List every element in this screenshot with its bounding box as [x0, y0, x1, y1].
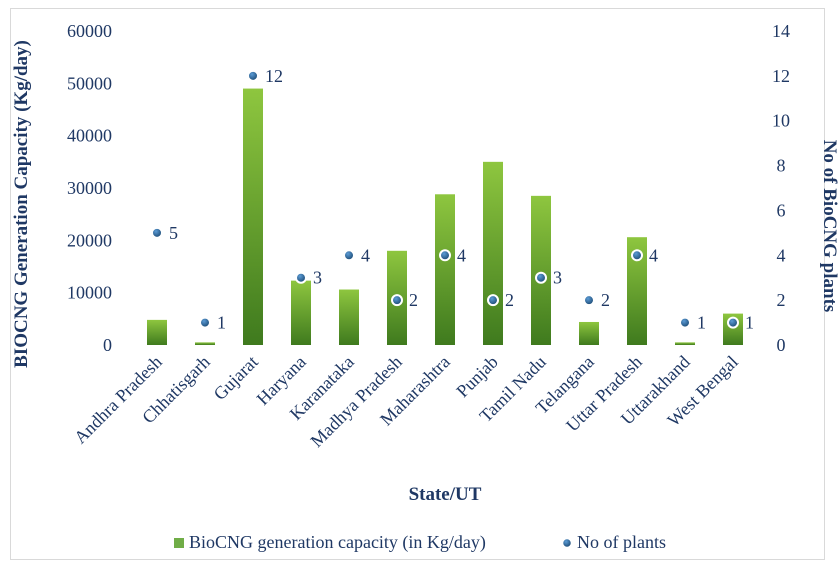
- left-tick-label: 60000: [67, 21, 112, 41]
- plant-count-point: [727, 316, 739, 329]
- capacity-bar: [147, 319, 167, 345]
- capacity-bar: [675, 342, 695, 345]
- right-tick-label: 12: [772, 66, 790, 86]
- capacity-bar: [339, 289, 359, 345]
- plant-count-point: [391, 294, 403, 307]
- chart-area: [10, 8, 825, 560]
- plant-count-label: 3: [553, 268, 562, 288]
- capacity-bar: [243, 88, 263, 346]
- plant-count-point: [199, 316, 211, 329]
- legend-marker-plants: [561, 537, 573, 549]
- plant-count-point: [631, 249, 643, 262]
- capacity-bar: [195, 342, 215, 345]
- left-tick-label: 10000: [67, 283, 112, 303]
- plant-count-label: 4: [649, 245, 658, 265]
- plant-count-label: 2: [409, 290, 418, 310]
- bar-series: [147, 88, 743, 346]
- left-tick-label: 20000: [67, 230, 112, 250]
- plant-count-point: [151, 226, 163, 239]
- capacity-bar: [291, 280, 311, 345]
- plant-count-point: [487, 294, 499, 307]
- plant-count-label: 4: [361, 245, 370, 265]
- right-tick-label: 6: [777, 200, 786, 220]
- plant-count-point: [295, 271, 307, 284]
- capacity-bar: [531, 195, 551, 345]
- right-tick-label: 4: [777, 245, 786, 265]
- plant-count-point: [343, 249, 355, 262]
- capacity-bar: [579, 321, 599, 345]
- plant-count-label: 3: [313, 268, 322, 288]
- left-axis-ticks: 0 10000 20000 30000 40000 50000 60000: [67, 21, 112, 355]
- plant-count-label: 12: [265, 66, 283, 86]
- plant-count-series: 5 1 12 3 4 2 4 2 3 2 4 1 1: [151, 66, 754, 333]
- plant-count-label: 4: [457, 245, 466, 265]
- y-axis-title: BIOCNG Generation Capacity (Kg/day): [11, 40, 32, 368]
- plant-count-point: [439, 249, 451, 262]
- capacity-bar: [435, 194, 455, 345]
- legend: BioCNG generation capacity (in Kg/day) N…: [174, 532, 666, 553]
- left-tick-label: 0: [103, 335, 112, 355]
- right-tick-label: 2: [777, 290, 786, 310]
- category-labels: Andhra PradeshChhatisgarhGujaratHaryanaK…: [70, 352, 742, 451]
- capacity-bar: [627, 237, 647, 345]
- plant-count-point: [535, 271, 547, 284]
- right-axis-ticks: 0 2 4 6 8 10 12 14: [772, 21, 790, 355]
- left-tick-label: 30000: [67, 178, 112, 198]
- right-tick-label: 8: [777, 156, 786, 176]
- left-tick-label: 50000: [67, 73, 112, 93]
- y2-axis-title: No of BioCNG plants: [819, 140, 839, 313]
- legend-swatch-capacity: [174, 538, 184, 548]
- plant-count-point: [247, 69, 259, 82]
- right-tick-label: 14: [772, 21, 790, 41]
- right-tick-label: 10: [772, 111, 790, 131]
- legend-label-capacity: BioCNG generation capacity (in Kg/day): [189, 532, 486, 553]
- legend-label-plants: No of plants: [577, 532, 666, 552]
- plant-count-label: 1: [745, 313, 754, 333]
- plant-count-label: 1: [697, 313, 706, 333]
- plant-count-label: 1: [217, 313, 226, 333]
- plant-count-point: [679, 316, 691, 329]
- left-tick-label: 40000: [67, 126, 112, 146]
- plant-count-label: 2: [505, 290, 514, 310]
- x-axis-title: State/UT: [409, 484, 482, 505]
- right-tick-label: 0: [777, 335, 786, 355]
- plant-count-label: 5: [169, 223, 178, 243]
- plant-count-label: 2: [601, 290, 610, 310]
- capacity-bar: [483, 161, 503, 345]
- plant-count-point: [583, 294, 595, 307]
